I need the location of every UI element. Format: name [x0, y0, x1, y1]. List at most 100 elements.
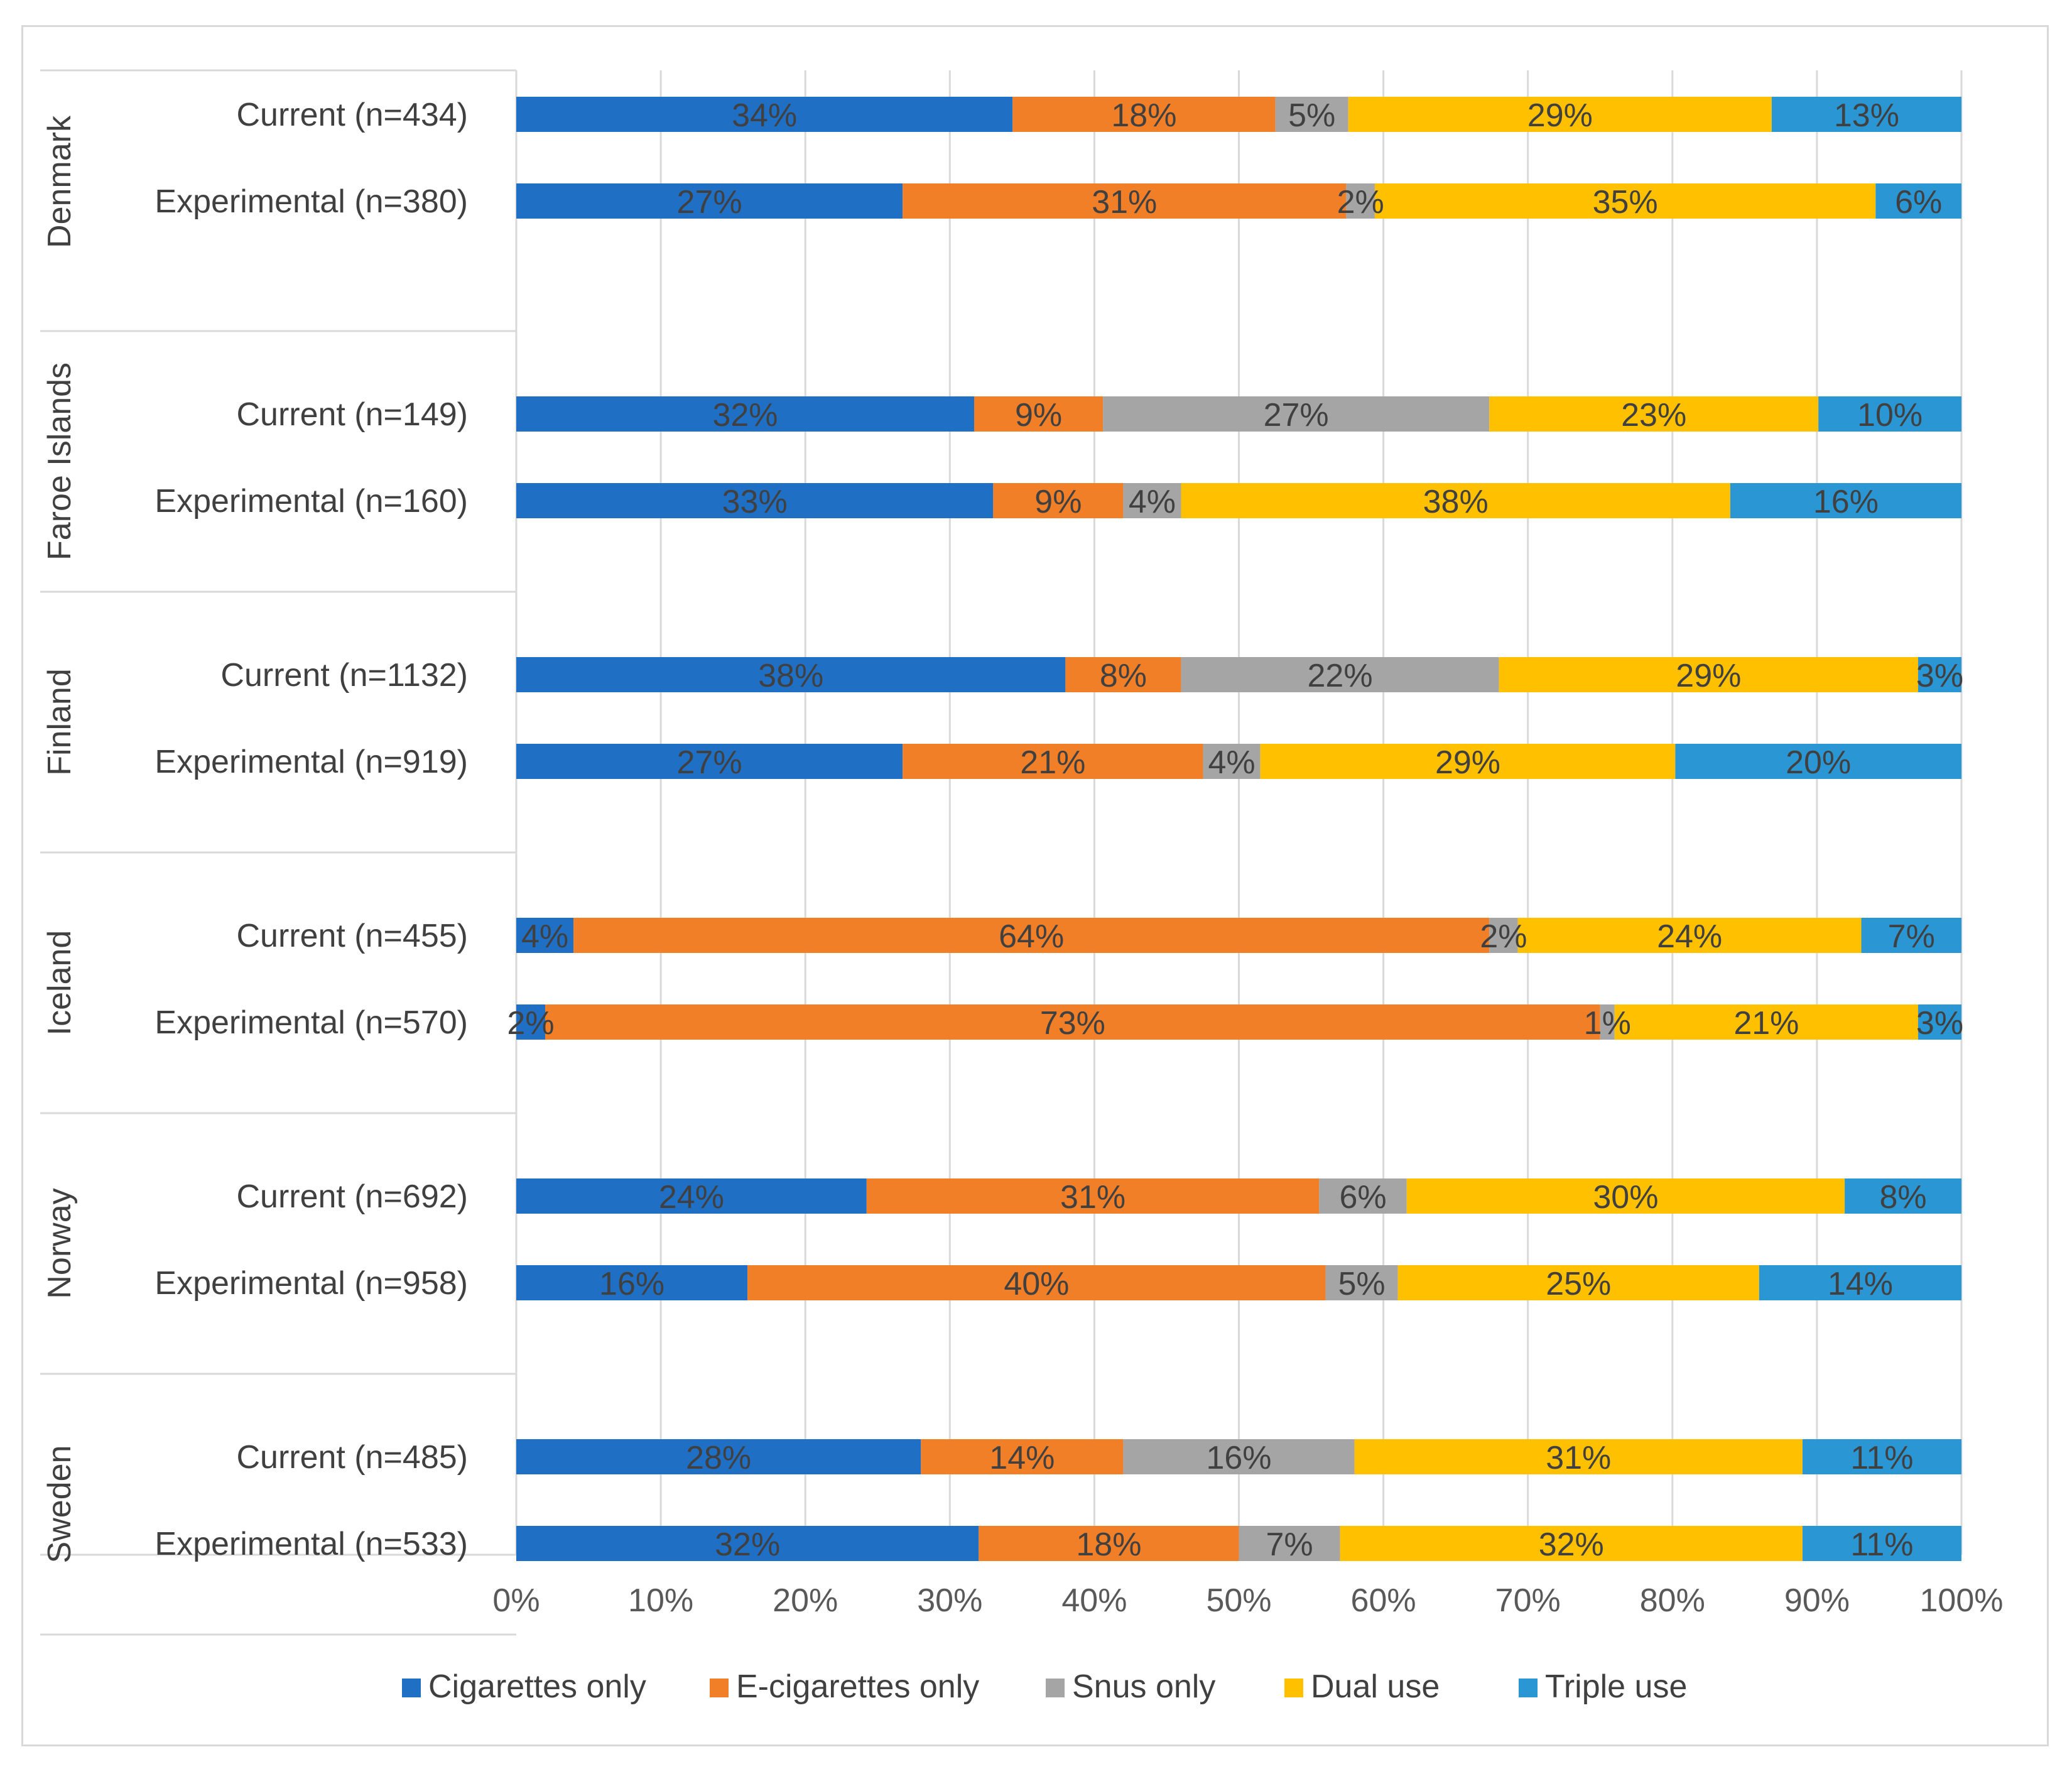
- row-label: Experimental (n=533): [155, 1526, 468, 1562]
- bar-segment: [516, 1526, 979, 1561]
- legend-swatch: [1519, 1679, 1538, 1697]
- legend-swatch: [1284, 1679, 1303, 1697]
- x-tick-label: 20%: [773, 1582, 838, 1619]
- data-label: 2%: [1337, 184, 1384, 220]
- data-label: 29%: [1435, 744, 1500, 781]
- data-label: 3%: [1916, 1005, 1963, 1042]
- data-label: 9%: [1034, 484, 1082, 520]
- row-label: Experimental (n=160): [155, 483, 468, 520]
- row-label: Experimental (n=380): [155, 183, 468, 220]
- bar-segment: [1203, 744, 1261, 779]
- bar-segment: [1759, 1265, 1961, 1300]
- x-tick-label: 40%: [1061, 1582, 1127, 1619]
- bar-segment: [1065, 657, 1181, 692]
- bar-segment: [1374, 183, 1876, 219]
- x-tick-label: 60%: [1351, 1582, 1416, 1619]
- group-label: Finland: [41, 668, 78, 776]
- data-label: 21%: [1733, 1005, 1799, 1042]
- bar-segment: [1517, 918, 1862, 953]
- row-label: Current (n=434): [236, 97, 468, 133]
- group-label: Sweden: [41, 1445, 78, 1564]
- bar-segment: [1319, 1178, 1407, 1214]
- data-label: 31%: [1060, 1179, 1125, 1216]
- data-label: 38%: [1423, 484, 1489, 520]
- bar-segment: [1181, 657, 1499, 692]
- data-label: 33%: [722, 484, 788, 520]
- data-label: 8%: [1100, 658, 1147, 694]
- bar-segment: [1325, 1265, 1398, 1300]
- x-tick-label: 80%: [1640, 1582, 1705, 1619]
- data-label: 13%: [1834, 97, 1899, 134]
- chart-frame: [21, 25, 2049, 1746]
- bar-segment: [516, 918, 574, 953]
- bar-segment: [1239, 1526, 1340, 1561]
- bar-segment: [1012, 97, 1276, 132]
- x-tick-label: 100%: [1920, 1582, 2004, 1619]
- data-label: 2%: [1480, 918, 1527, 955]
- bar-segment: [1845, 1178, 1961, 1214]
- bar-segment: [903, 744, 1203, 779]
- row-label: Current (n=455): [236, 918, 468, 954]
- data-label: 6%: [1895, 184, 1942, 220]
- labels: 0% 10% 20% 30% 40% 50% 60% 70% 80% 90% 100% Denmark…: [41, 97, 2004, 1619]
- x-tick-label: 50%: [1206, 1582, 1271, 1619]
- bar-segment: [1818, 396, 1961, 432]
- bar-segment: [1406, 1178, 1845, 1214]
- row-label: Current (n=692): [236, 1178, 468, 1215]
- bar-segment: [1123, 483, 1181, 518]
- row-label: Current (n=485): [236, 1439, 468, 1476]
- group-label: Norway: [41, 1188, 78, 1298]
- data-label: 5%: [1288, 97, 1335, 134]
- bar-segment: [1499, 657, 1918, 692]
- legend-swatch: [1046, 1679, 1065, 1697]
- data-label: 27%: [1264, 397, 1329, 433]
- bar-segment: [1354, 1439, 1803, 1474]
- bar-segment: [516, 97, 1013, 132]
- data-label: 16%: [1813, 484, 1879, 520]
- data-label: 9%: [1015, 397, 1062, 433]
- data-label: 4%: [1208, 744, 1256, 781]
- bar-segment: [1348, 97, 1772, 132]
- data-label: 22%: [1308, 658, 1373, 694]
- bar-segment: [1260, 744, 1676, 779]
- bar-segment: [516, 1265, 748, 1300]
- bar-segment: [516, 396, 975, 432]
- data-label: 73%: [1040, 1005, 1105, 1042]
- row-label: Experimental (n=919): [155, 744, 468, 780]
- bar-segment: [1489, 396, 1819, 432]
- legend-label: Triple use: [1545, 1668, 1687, 1705]
- data-label: 14%: [989, 1440, 1055, 1476]
- data-label: 10%: [1857, 397, 1923, 433]
- bar-segment: [866, 1178, 1320, 1214]
- data-label: 30%: [1593, 1179, 1658, 1216]
- data-label: 29%: [1527, 97, 1593, 134]
- group-label: Iceland: [41, 930, 78, 1036]
- bar-segment: [1489, 918, 1518, 953]
- bar-segment: [1917, 1004, 1961, 1040]
- bar-segment: [747, 1265, 1326, 1300]
- data-label: 27%: [677, 184, 742, 220]
- data-label: 40%: [1004, 1266, 1069, 1302]
- data-label: 25%: [1546, 1266, 1611, 1302]
- legend: Cigarettes only E-cigarettes only Snus onl…: [402, 1668, 1687, 1705]
- group-label: Denmark: [41, 115, 78, 248]
- data-label: 20%: [1786, 744, 1851, 781]
- data-label: 11%: [1850, 1440, 1913, 1476]
- bar-segment: [1181, 483, 1730, 518]
- x-tick-label: 90%: [1784, 1582, 1850, 1619]
- bar-segment: [993, 483, 1124, 518]
- bar-segment: [1917, 657, 1961, 692]
- bar-segment: [1340, 1526, 1803, 1561]
- data-label: 24%: [1657, 918, 1722, 955]
- legend-label: Snus only: [1072, 1668, 1215, 1705]
- bar-segment: [516, 1004, 546, 1040]
- data-label: 31%: [1546, 1440, 1611, 1476]
- data-label: 32%: [715, 1526, 780, 1563]
- legend-label: E-cigarettes only: [736, 1668, 979, 1705]
- bar-segment: [1275, 97, 1348, 132]
- x-tick-label: 30%: [917, 1582, 982, 1619]
- bar-segment: [979, 1526, 1239, 1561]
- data-label: 16%: [1206, 1440, 1271, 1476]
- bar-segment: [1397, 1265, 1759, 1300]
